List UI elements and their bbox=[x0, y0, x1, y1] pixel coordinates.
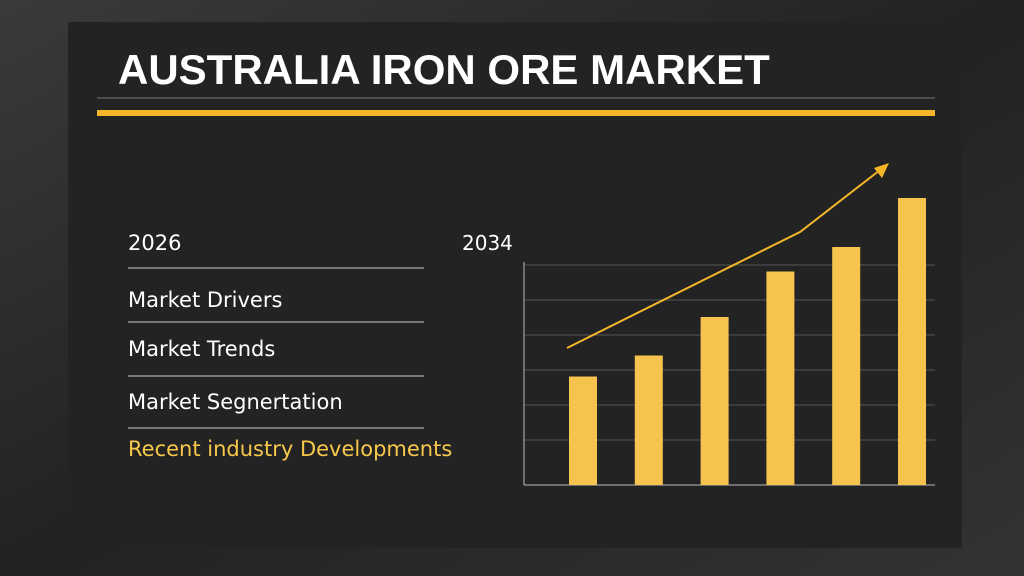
bar bbox=[700, 317, 729, 485]
bar bbox=[832, 247, 861, 485]
bar bbox=[634, 355, 663, 485]
menu-item: Market Trends bbox=[128, 337, 275, 361]
bar bbox=[766, 271, 795, 485]
bar bbox=[898, 198, 926, 485]
title: AUSTRALIA IRON ORE MARKET bbox=[118, 46, 770, 93]
bars bbox=[569, 198, 926, 485]
arrow-head bbox=[874, 163, 889, 178]
bar bbox=[569, 376, 597, 485]
panel bbox=[68, 22, 962, 548]
menu-item: Recent industry Developments bbox=[128, 437, 452, 461]
chart-title: 2034 bbox=[462, 231, 513, 255]
menu-dividers bbox=[128, 267, 424, 429]
start-year: 2026 bbox=[128, 231, 181, 255]
menu-item: Market Segnertation bbox=[128, 390, 343, 414]
gold-rule bbox=[97, 110, 935, 116]
menu-item: Market Drivers bbox=[128, 288, 282, 312]
trend-arrow bbox=[566, 169, 881, 349]
